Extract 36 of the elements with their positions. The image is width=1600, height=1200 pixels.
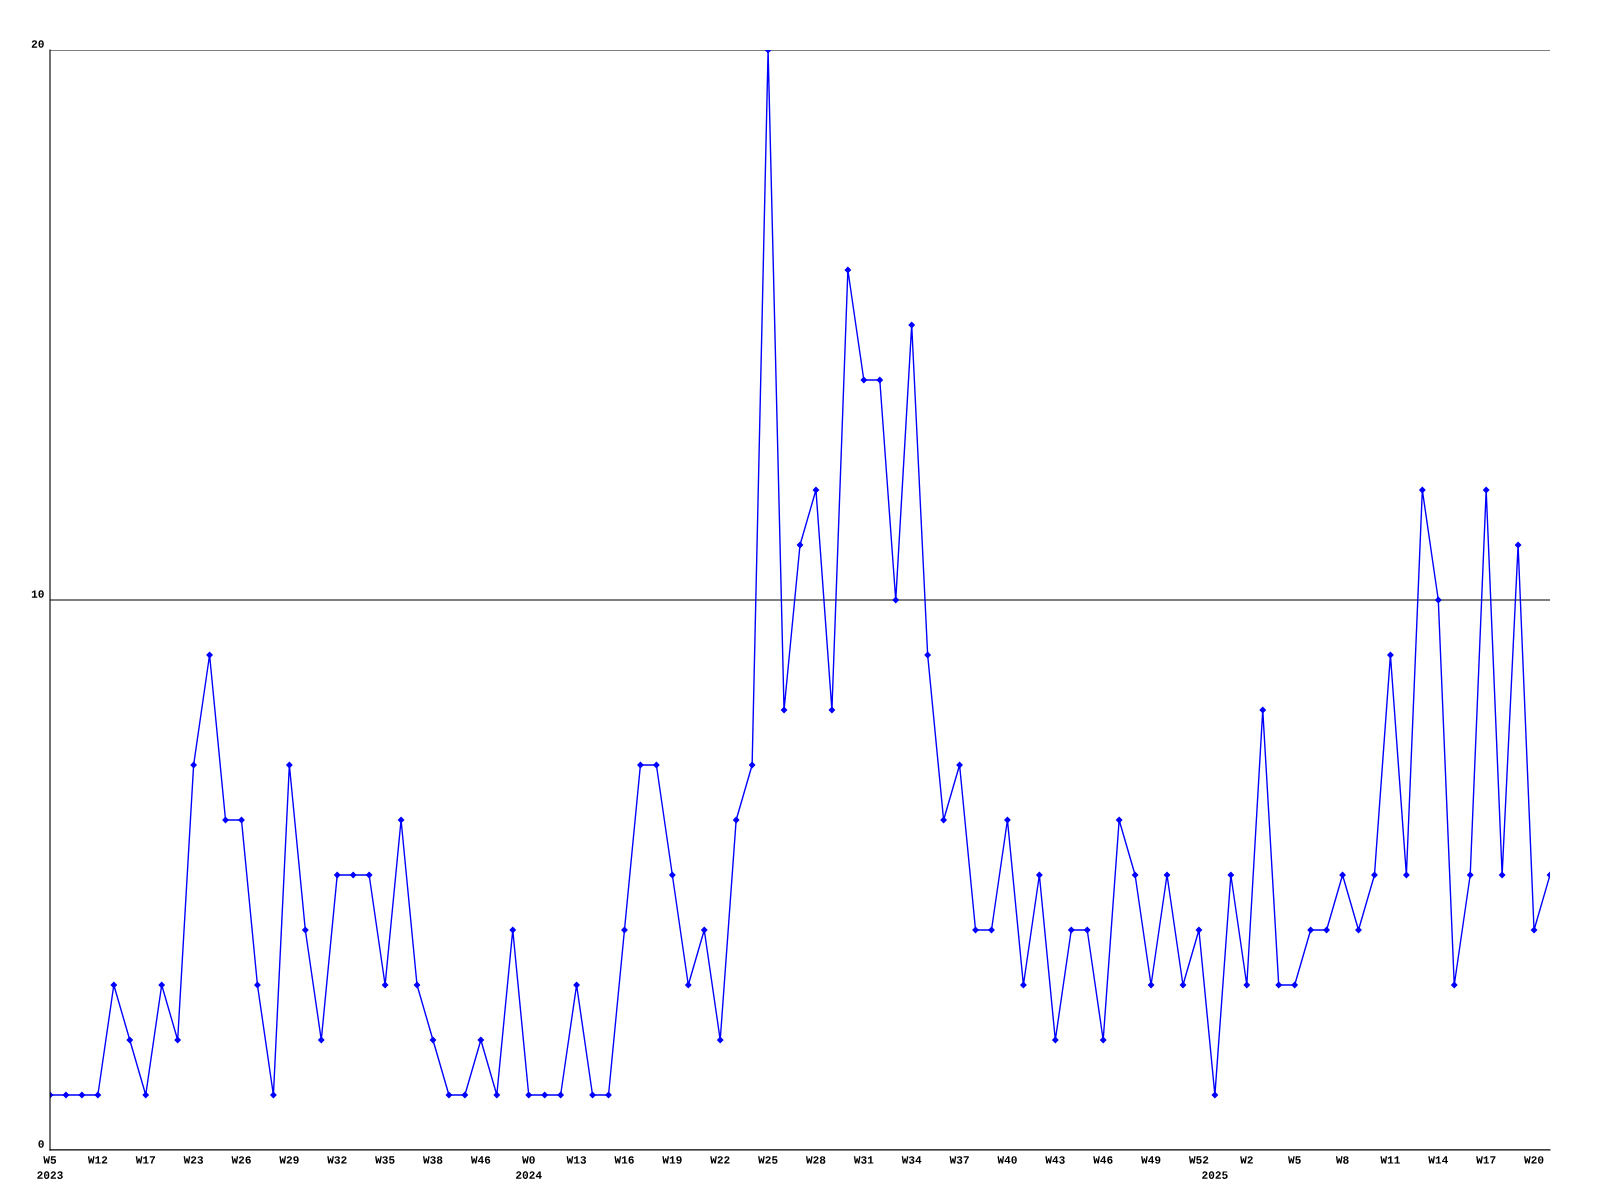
x-tick-label: W43 (1045, 1156, 1065, 1164)
x-tick-label: W2 (1240, 1156, 1253, 1164)
x-tick-label: 2025 (1202, 1171, 1228, 1179)
x-tick-label: W20 (1524, 1156, 1544, 1164)
x-tick-label: W29 (279, 1156, 299, 1164)
x-tick-label: W5 2023 (37, 1156, 63, 1179)
x-tick-label: W26 (231, 1156, 251, 1164)
x-tick-label: W25 (758, 1156, 778, 1164)
x-tick-label: W16 (614, 1156, 634, 1164)
x-tick-label: W12 (87, 1156, 108, 1164)
y-tick-label: 10 (31, 590, 44, 598)
x-tick-label: W11 (1380, 1156, 1400, 1164)
x-tick-label: W8 (1335, 1156, 1349, 1164)
x-tick-label: W31 (853, 1156, 874, 1164)
x-tick-label: W40 (997, 1156, 1017, 1164)
x-tick-label: W23 (183, 1156, 204, 1164)
x-tick-label: W52 (1188, 1156, 1209, 1164)
x-tick-label: W22 (710, 1156, 730, 1164)
x-tick-label: W17 (1476, 1156, 1496, 1164)
x-tick-label: W5 (1288, 1156, 1301, 1164)
x-tick-label: W28 (805, 1156, 826, 1164)
x-tick-label: W13 (566, 1156, 587, 1164)
y-tick-label: 20 (31, 40, 44, 48)
x-tick-label: W34 (901, 1156, 922, 1164)
x-tick-label: W46 (1093, 1156, 1113, 1164)
x-tick-label: W19 (662, 1156, 682, 1164)
y-tick-label: 0 (38, 1140, 44, 1148)
x-tick-label: W35 (375, 1156, 395, 1164)
x-tick-label: W37 (949, 1156, 969, 1164)
x-tick-label: W32 (327, 1156, 347, 1164)
x-tick-label: W17 (135, 1156, 155, 1164)
x-tick-label: W0 2024 (516, 1156, 542, 1179)
x-tick-label: W46 (470, 1156, 491, 1164)
x-tick-label: W49 (1141, 1156, 1161, 1164)
x-tick-label: W14 (1428, 1156, 1448, 1164)
x-tick-label: W38 (422, 1156, 443, 1164)
